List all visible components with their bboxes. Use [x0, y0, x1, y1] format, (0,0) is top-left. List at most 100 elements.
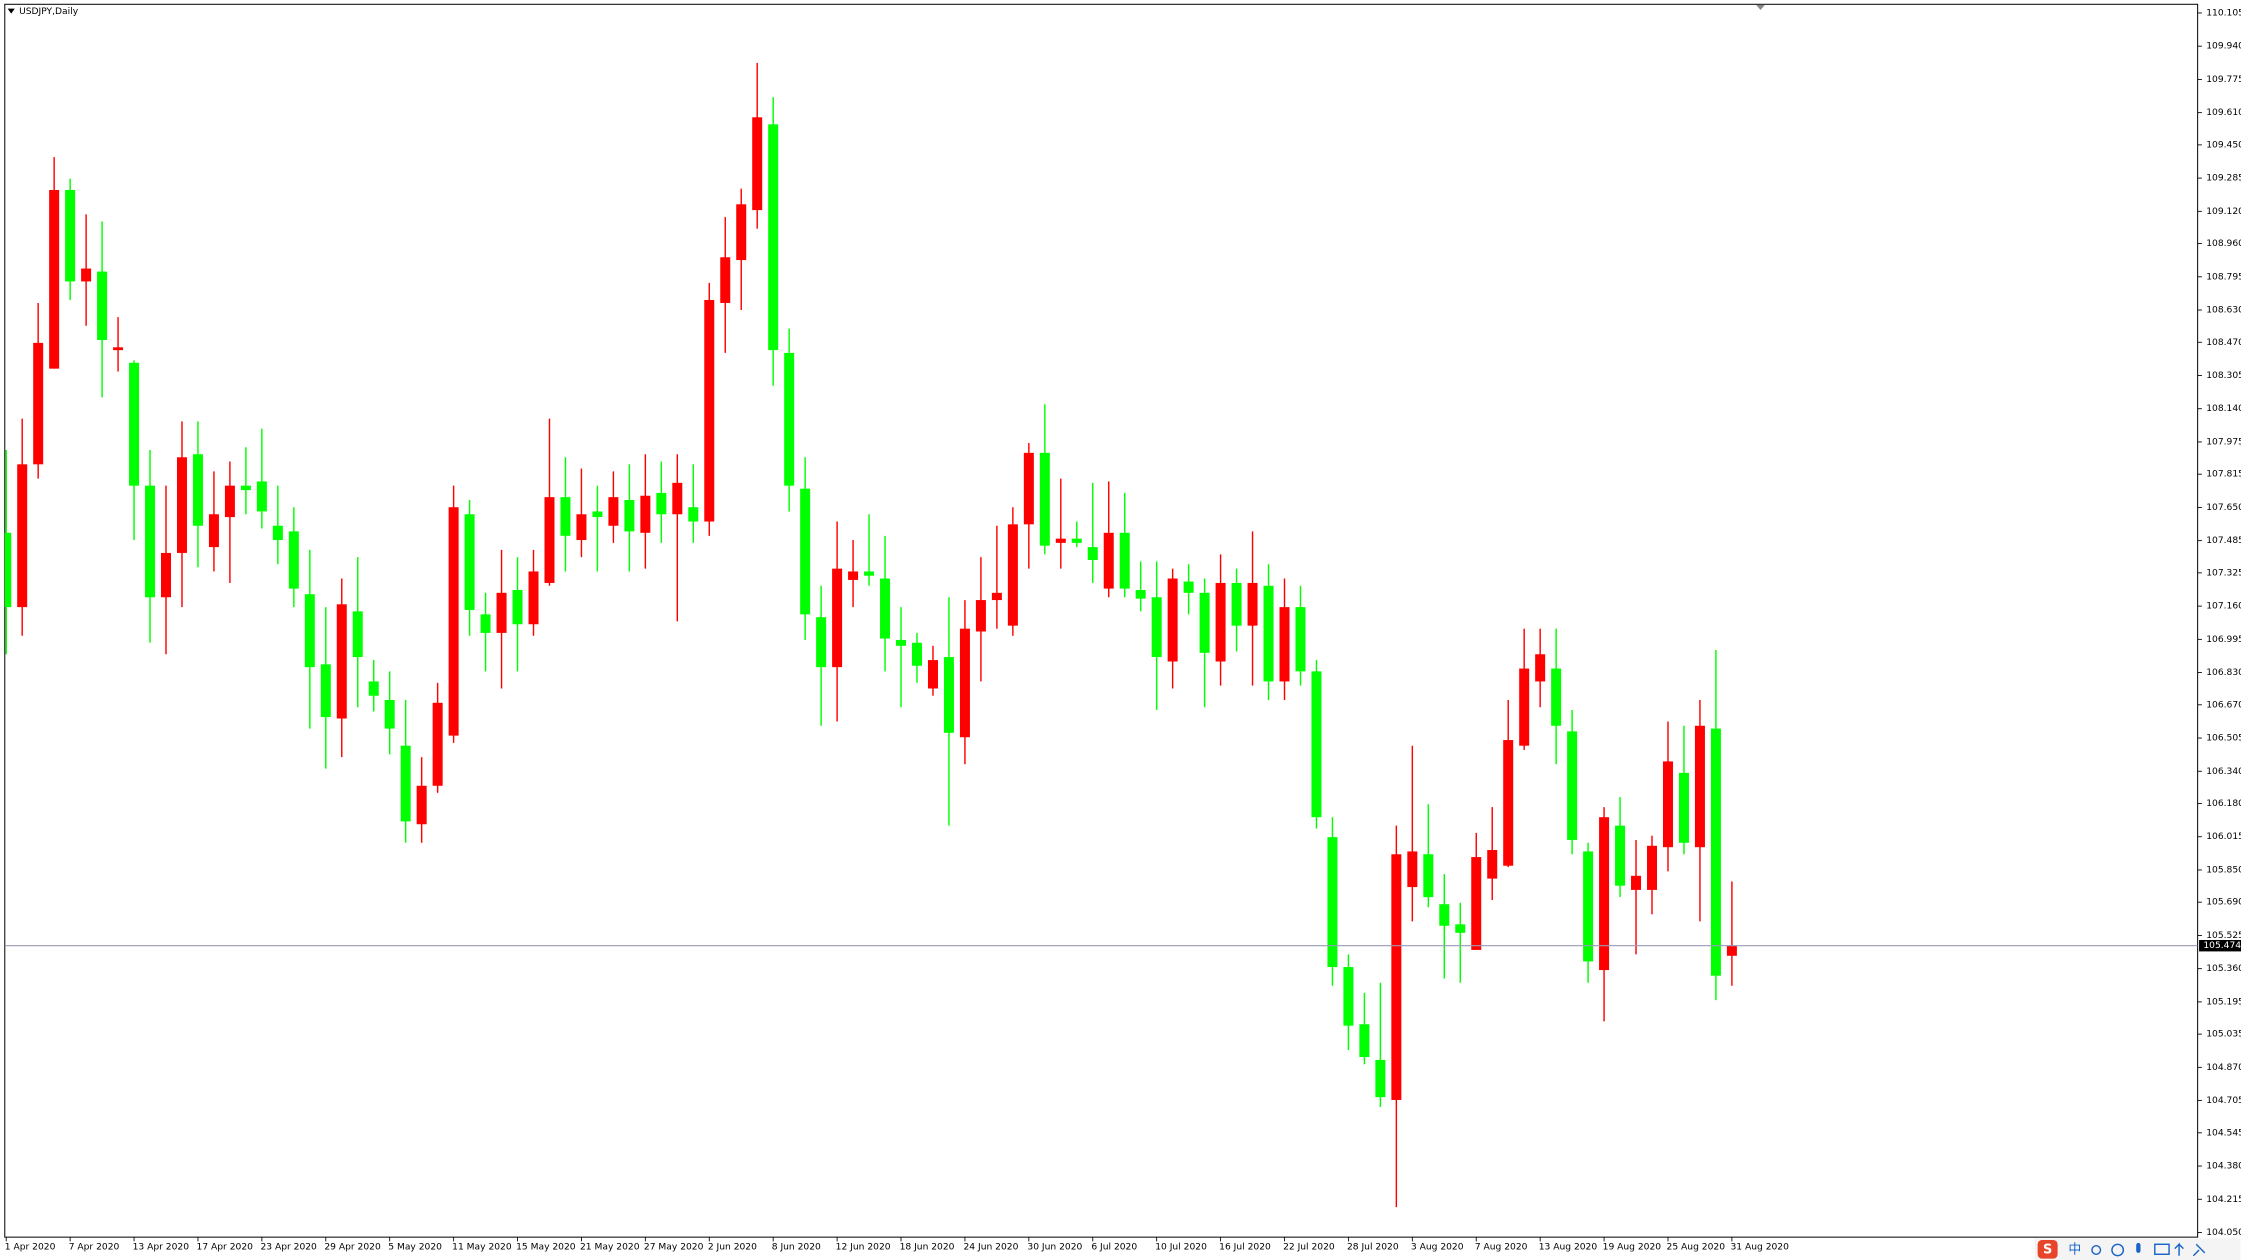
y-tick-label: 109.775 — [2206, 75, 2241, 85]
x-tick-label: 2 Jun 2020 — [708, 1243, 757, 1253]
candle-body — [368, 681, 379, 696]
candle-body — [544, 497, 555, 583]
candle-body — [608, 497, 619, 526]
ime-toolbar[interactable]: S 中 — [2034, 1238, 2241, 1260]
candle-body — [416, 785, 427, 825]
x-tick-label: 30 Jun 2020 — [1027, 1243, 1082, 1253]
bid-label: 105.474 — [2203, 941, 2241, 951]
candle-body — [1375, 1059, 1386, 1098]
ime-icon[interactable] — [2136, 1242, 2141, 1253]
candle-body — [1167, 578, 1178, 662]
ime-icon[interactable] — [2091, 1245, 2102, 1255]
x-tick-label: 6 Jul 2020 — [1091, 1243, 1137, 1253]
candle-body — [65, 189, 76, 282]
y-tick-label: 104.380 — [2206, 1162, 2241, 1172]
y-tick-label: 106.505 — [2206, 734, 2241, 744]
candle-body — [1311, 671, 1322, 818]
candle-body — [1615, 825, 1626, 886]
candle-body — [752, 117, 763, 211]
ime-icon[interactable] — [2111, 1243, 2125, 1257]
y-tick-label: 106.995 — [2206, 635, 2241, 645]
candle-body — [304, 594, 315, 668]
y-tick-label: 104.870 — [2206, 1063, 2241, 1073]
candle-body — [1535, 654, 1546, 682]
y-tick-label: 104.215 — [2206, 1195, 2241, 1205]
candle-body — [1071, 538, 1082, 543]
title-arrow[interactable] — [7, 8, 15, 14]
plot-area — [4, 62, 2198, 1208]
y-tick-label: 108.795 — [2206, 272, 2241, 282]
y-tick-label: 106.670 — [2206, 700, 2241, 710]
x-tick-label: 3 Aug 2020 — [1411, 1243, 1464, 1253]
ime-icon[interactable] — [2154, 1243, 2170, 1255]
candle-body — [1183, 581, 1194, 593]
candle-body — [880, 578, 891, 639]
candle-body — [864, 571, 875, 576]
x-tick-label: 13 Aug 2020 — [1539, 1243, 1598, 1253]
ime-logo[interactable] — [2037, 1240, 2058, 1259]
candle-body — [1039, 452, 1050, 546]
x-tick-label: 13 Apr 2020 — [133, 1243, 190, 1253]
candle-body — [1087, 547, 1098, 560]
candle-body — [896, 639, 907, 646]
shift-marker[interactable] — [1756, 5, 1765, 10]
candle-body — [975, 600, 986, 632]
candle-body — [959, 628, 970, 738]
candle-body — [480, 614, 491, 633]
candle-body — [81, 268, 92, 282]
x-tick-label: 10 Jul 2020 — [1155, 1243, 1207, 1253]
candle-body — [1583, 851, 1594, 962]
ime-icon[interactable] — [2174, 1242, 2184, 1256]
y-tick-label: 107.815 — [2206, 470, 2241, 480]
y-tick-label: 105.690 — [2206, 898, 2241, 908]
candle-body — [720, 257, 731, 303]
candle-body — [1103, 532, 1114, 589]
ime-mode[interactable]: 中 — [2068, 1243, 2081, 1258]
y-tick-label: 108.960 — [2206, 239, 2241, 249]
candle-body — [1647, 845, 1658, 890]
y-tick-label: 109.285 — [2206, 174, 2241, 184]
candle-body — [1503, 740, 1514, 866]
candle-body — [1359, 1024, 1370, 1058]
candle-body — [1007, 524, 1018, 626]
x-tick-label: 29 Apr 2020 — [324, 1243, 381, 1253]
candle-body — [768, 124, 779, 351]
x-tick-label: 23 Apr 2020 — [260, 1243, 317, 1253]
x-tick-label: 15 May 2020 — [516, 1243, 576, 1253]
candle-body — [496, 592, 507, 633]
candle-body — [592, 511, 603, 518]
candle-body — [1662, 761, 1673, 848]
x-tick-label: 5 May 2020 — [388, 1243, 442, 1253]
candle-body — [816, 617, 827, 668]
candle-body — [1327, 837, 1338, 968]
candle-body — [1151, 597, 1162, 658]
y-tick-label: 109.450 — [2206, 140, 2241, 150]
candle-body — [560, 497, 571, 536]
candle-body — [1567, 731, 1578, 840]
candle-body — [240, 485, 251, 491]
candle-body — [448, 507, 459, 736]
y-tick-label: 109.610 — [2206, 108, 2241, 118]
candle-body — [1407, 851, 1418, 888]
y-tick-label: 105.850 — [2206, 865, 2241, 875]
ime-icon[interactable] — [2192, 1243, 2206, 1257]
x-tick-label: 8 Jun 2020 — [772, 1243, 821, 1253]
x-tick-label: 16 Jul 2020 — [1219, 1243, 1271, 1253]
candle-body — [1263, 585, 1274, 682]
chart-title: USDJPY,Daily — [19, 7, 79, 17]
price-axis: 110.105 109.940 109.775 109.610 109.450 109.2… — [5, 8, 2241, 1253]
candle-body — [1726, 945, 1737, 956]
candle-body — [784, 352, 795, 486]
x-tick-label: 28 Jul 2020 — [1347, 1243, 1399, 1253]
candle-body — [1391, 854, 1402, 1100]
bid-label-bg — [2199, 939, 2241, 952]
x-tick-label: 25 Aug 2020 — [1667, 1243, 1726, 1253]
y-tick-label: 107.485 — [2206, 536, 2241, 546]
candle-body — [688, 507, 699, 522]
candle-body — [1487, 850, 1498, 879]
x-tick-label: 21 May 2020 — [580, 1243, 640, 1253]
candle-body — [672, 482, 683, 515]
candle-body — [1678, 772, 1689, 843]
y-tick-label: 106.830 — [2206, 668, 2241, 678]
candle-body — [1519, 668, 1530, 746]
